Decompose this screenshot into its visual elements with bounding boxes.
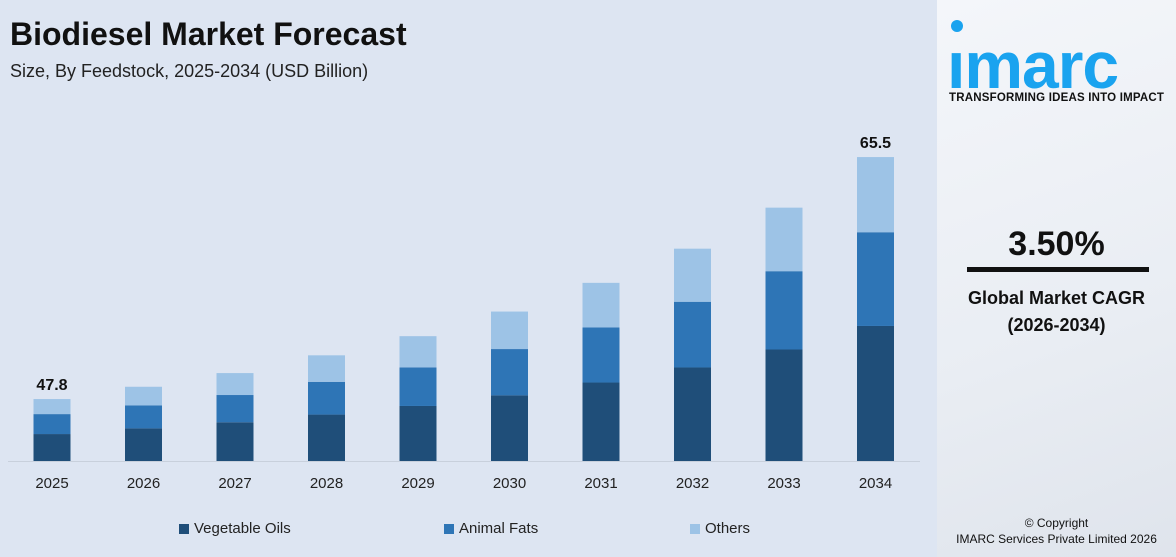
bar-others-2030 xyxy=(491,311,528,350)
bar-others-2025 xyxy=(33,399,71,415)
x-tick-label: 2034 xyxy=(859,475,892,492)
divider xyxy=(967,267,1149,272)
bar-others-2033 xyxy=(765,207,803,272)
bar-vegetable-oils-2026 xyxy=(125,428,162,461)
x-tick-label: 2032 xyxy=(676,475,709,492)
bar-animal-fats-2025 xyxy=(33,414,71,435)
x-tick-label: 2026 xyxy=(127,475,160,492)
bar-vegetable-oils-2032 xyxy=(674,367,711,461)
side-panel: ımarc TRANSFORMING IDEAS INTO IMPACT 3.5… xyxy=(937,0,1176,557)
bar-animal-fats-2031 xyxy=(582,327,620,383)
cagr-label-line1: Global Market CAGR xyxy=(967,288,1146,308)
copyright-line1: © Copyright xyxy=(1024,516,1089,530)
bar-others-2034 xyxy=(857,157,894,233)
bar-animal-fats-2032 xyxy=(674,301,711,368)
bar-others-2026 xyxy=(125,386,162,406)
chart-title: Biodiesel Market Forecast xyxy=(10,16,407,52)
copyright: © Copyright IMARC Services Private Limit… xyxy=(937,515,1176,547)
stacked-bar-chart: 2025 47.8 2026 2027 2028 2029 2030 2031 2032 2033… xyxy=(8,135,920,492)
bar-vegetable-oils-2030 xyxy=(491,395,528,461)
bar-others-2027 xyxy=(216,373,254,396)
copyright-line2: IMARC Services Private Limited 2026 xyxy=(956,532,1157,546)
bar-animal-fats-2034 xyxy=(857,232,894,326)
legend-item-others: Others xyxy=(690,520,750,537)
cagr-label-line2: (2026-2034) xyxy=(1007,315,1106,335)
x-tick-label: 2030 xyxy=(493,475,526,492)
legend-item-animal-fats: Animal Fats xyxy=(444,520,538,537)
legend-label: Others xyxy=(705,520,751,537)
x-tick-label: 2031 xyxy=(584,475,617,492)
legend-swatch xyxy=(179,523,189,534)
bar-vegetable-oils-2029 xyxy=(399,405,437,461)
bar-others-2028 xyxy=(308,355,345,382)
x-tick-label: 2029 xyxy=(401,475,434,492)
chart-subtitle: Size, By Feedstock, 2025-2034 (USD Billi… xyxy=(10,61,369,81)
bar-animal-fats-2033 xyxy=(765,271,803,350)
bar-animal-fats-2026 xyxy=(125,405,162,429)
data-label-2025: 47.8 xyxy=(36,377,67,394)
bar-vegetable-oils-2025 xyxy=(33,434,71,461)
cagr-value: 3.50% xyxy=(1008,225,1105,263)
bar-vegetable-oils-2028 xyxy=(308,414,345,461)
legend-label: Vegetable Oils xyxy=(194,520,291,537)
bar-others-2029 xyxy=(399,336,437,368)
cagr-label: Global Market CAGR (2026-2034) xyxy=(937,285,1176,339)
x-tick-label: 2033 xyxy=(767,475,800,492)
svg-text:ımarc: ımarc xyxy=(949,28,1118,92)
legend-swatch xyxy=(444,523,454,534)
legend-swatch xyxy=(690,523,700,534)
bar-animal-fats-2030 xyxy=(491,349,528,396)
legend-item-vegetable-oils: Vegetable Oils xyxy=(179,520,291,537)
bar-animal-fats-2028 xyxy=(308,381,345,415)
bar-vegetable-oils-2033 xyxy=(765,349,803,461)
bar-animal-fats-2029 xyxy=(399,367,437,406)
bar-vegetable-oils-2031 xyxy=(582,382,620,461)
bar-animal-fats-2027 xyxy=(216,395,254,423)
legend-label: Animal Fats xyxy=(459,520,539,537)
imarc-logo: ımarc xyxy=(949,20,1119,92)
bar-others-2031 xyxy=(582,282,620,328)
bar-others-2032 xyxy=(674,248,711,302)
data-label-2034: 65.5 xyxy=(860,135,891,152)
x-tick-label: 2027 xyxy=(218,475,251,492)
bar-vegetable-oils-2027 xyxy=(216,422,254,461)
x-tick-label: 2028 xyxy=(310,475,343,492)
x-tick-label: 2025 xyxy=(35,475,68,492)
tagline: TRANSFORMING IDEAS INTO IMPACT xyxy=(949,92,1165,104)
bar-vegetable-oils-2034 xyxy=(857,325,894,461)
